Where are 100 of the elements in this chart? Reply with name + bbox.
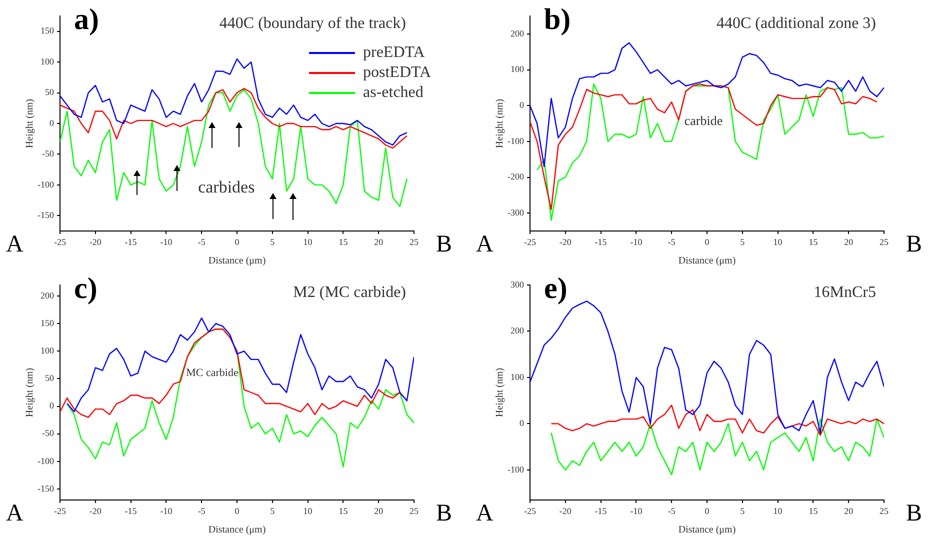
x-tick-label: -15 <box>124 506 138 516</box>
x-tick-label: -20 <box>559 236 572 247</box>
x-tick-label: 0 <box>704 236 710 247</box>
x-tick-label: 20 <box>374 236 384 247</box>
chart-title: 16MnCr5 <box>814 284 876 302</box>
chart-title: 440C (boundary of the track) <box>219 15 406 32</box>
x-axis-title: Distance (μm) <box>678 524 736 536</box>
x-tick-label: 10 <box>303 236 313 247</box>
text: A <box>6 231 24 258</box>
y-tick-label: 200 <box>510 28 524 38</box>
annotation: e) <box>544 272 568 305</box>
text: B <box>906 500 922 526</box>
y-tick-label: -100 <box>508 136 524 146</box>
x-tick-label: 15 <box>338 236 348 247</box>
y-axis-title: Height (nm) <box>494 368 506 418</box>
y-tick-label: 0 <box>520 418 524 428</box>
y-axis-title: Height (nm) <box>494 98 506 148</box>
x-tick-label: 20 <box>844 236 854 247</box>
text: A <box>6 500 24 526</box>
legend-label: preEDTA <box>363 44 426 62</box>
x-tick-label: -10 <box>630 236 643 247</box>
text: B <box>906 231 922 258</box>
x-tick-label: 25 <box>410 236 419 247</box>
y-tick-label: -50 <box>42 148 54 159</box>
x-tick-label: -15 <box>594 506 608 516</box>
x-tick-label: 15 <box>808 236 818 247</box>
x-tick-label: -10 <box>630 506 643 516</box>
x-tick-label: 10 <box>773 236 783 247</box>
y-tick-label: 200 <box>40 290 54 300</box>
annotation: b) <box>544 2 571 36</box>
x-tick-label: -10 <box>160 506 173 516</box>
text: A <box>476 231 494 258</box>
y-tick-label: -100 <box>508 464 524 474</box>
text: B <box>436 500 452 526</box>
annotation: MC carbide <box>186 367 238 380</box>
annotation: carbides <box>198 177 255 196</box>
y-tick-label: 100 <box>40 56 54 66</box>
y-tick-label: 200 <box>510 326 524 336</box>
y-tick-label: 100 <box>510 372 524 382</box>
x-tick-label: -5 <box>668 236 676 247</box>
x-tick-label: -15 <box>124 236 138 247</box>
x-tick-label: 20 <box>844 506 854 516</box>
x-tick-label: 15 <box>808 506 818 516</box>
annotation: a) <box>74 2 99 36</box>
x-tick-label: -25 <box>54 236 66 247</box>
y-tick-label: 0 <box>50 400 54 411</box>
legend-label: postEDTA <box>363 64 432 82</box>
x-tick-label: 15 <box>338 506 348 516</box>
annotation: carbide <box>684 112 723 128</box>
x-axis-title: Distance (μm) <box>208 256 266 267</box>
y-tick-label: 50 <box>45 87 54 98</box>
chart-title: M2 (MC carbide) <box>293 284 406 302</box>
x-tick-label: 25 <box>410 506 419 516</box>
x-tick-label: -5 <box>198 236 206 247</box>
x-axis-title: Distance (μm) <box>678 256 736 267</box>
x-tick-label: -5 <box>198 506 206 516</box>
y-tick-label: -100 <box>38 179 54 190</box>
x-tick-label: 5 <box>270 236 276 247</box>
x-tick-label: -10 <box>160 236 173 247</box>
y-tick-label: 0 <box>520 100 524 110</box>
text: B <box>436 231 452 258</box>
x-tick-label: -25 <box>524 236 536 247</box>
legend-label: as-etched <box>363 84 424 102</box>
x-tick-label: 25 <box>880 506 889 516</box>
x-tick-label: 0 <box>234 236 240 247</box>
y-tick-label: 300 <box>510 279 524 290</box>
y-tick-label: -300 <box>508 207 524 218</box>
x-tick-label: 10 <box>773 506 783 516</box>
x-tick-label: 0 <box>234 506 240 516</box>
text: A <box>476 500 494 526</box>
x-tick-label: 25 <box>880 236 889 247</box>
x-tick-label: 5 <box>740 236 746 247</box>
x-tick-label: -20 <box>559 506 572 516</box>
annotation: c) <box>74 272 98 305</box>
y-tick-label: 150 <box>40 318 54 328</box>
y-tick-label: -150 <box>38 483 54 494</box>
x-tick-label: -25 <box>524 506 536 516</box>
chart-title: 440C (additional zone 3) <box>716 15 876 32</box>
x-tick-label: 5 <box>270 506 276 516</box>
x-tick-label: -5 <box>668 506 676 516</box>
x-tick-label: 20 <box>374 506 384 516</box>
x-tick-label: -20 <box>89 236 102 247</box>
y-tick-label: 100 <box>40 346 54 356</box>
y-tick-label: 150 <box>40 26 54 36</box>
y-axis-title: Height (nm) <box>24 98 36 148</box>
x-tick-label: -25 <box>54 506 66 516</box>
y-tick-label: 100 <box>510 64 524 74</box>
y-tick-label: -150 <box>38 210 54 220</box>
y-tick-label: 0 <box>50 118 54 128</box>
x-tick-label: -15 <box>594 236 608 247</box>
y-tick-label: -100 <box>38 456 54 466</box>
y-axis-title: Height (nm) <box>24 368 36 418</box>
y-tick-label: -200 <box>508 172 524 182</box>
x-tick-label: -20 <box>89 506 102 516</box>
x-tick-label: 5 <box>740 506 746 516</box>
x-tick-label: 0 <box>704 506 710 516</box>
x-tick-label: 10 <box>303 506 313 516</box>
x-axis-title: Distance (μm) <box>208 524 266 536</box>
y-tick-label: -50 <box>42 428 54 438</box>
y-tick-label: 50 <box>45 373 54 384</box>
